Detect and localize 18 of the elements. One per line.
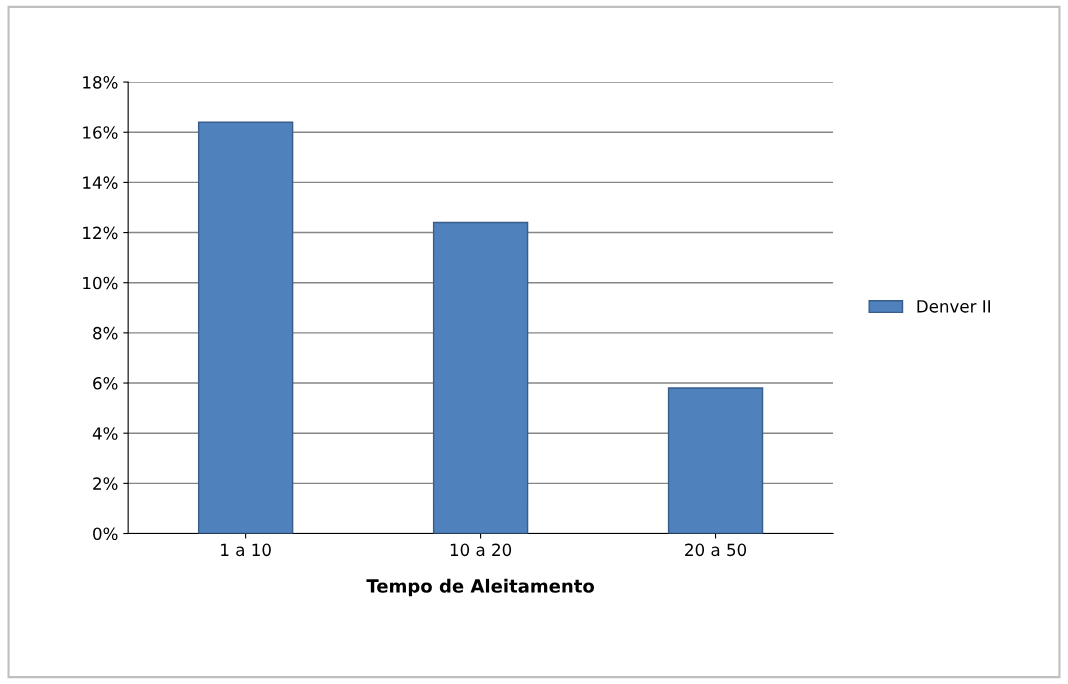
y-tick-label: 16% bbox=[83, 126, 118, 139]
x-axis-title: Tempo de Aleitamento bbox=[366, 578, 595, 597]
y-tick-label: 10% bbox=[83, 276, 118, 290]
y-tick-label: 2% bbox=[93, 477, 118, 490]
legend-label: Denver II bbox=[917, 300, 990, 313]
x-tick-label: 1 a 10 bbox=[221, 543, 271, 557]
y-tick-label: 4% bbox=[92, 427, 118, 440]
bar bbox=[432, 221, 529, 534]
bar bbox=[197, 121, 294, 534]
y-tick-label: 12% bbox=[83, 226, 118, 240]
y-tick-label: 18% bbox=[83, 76, 118, 89]
x-tick-label: 10 a 20 bbox=[450, 543, 512, 557]
bar bbox=[667, 387, 764, 534]
y-tick-label: 8% bbox=[93, 326, 118, 340]
y-tick-label: 6% bbox=[93, 377, 118, 390]
y-tick-label: 0% bbox=[93, 527, 118, 541]
y-tick-label: 14% bbox=[83, 176, 118, 189]
x-tick-label: 20 a 50 bbox=[685, 543, 747, 557]
